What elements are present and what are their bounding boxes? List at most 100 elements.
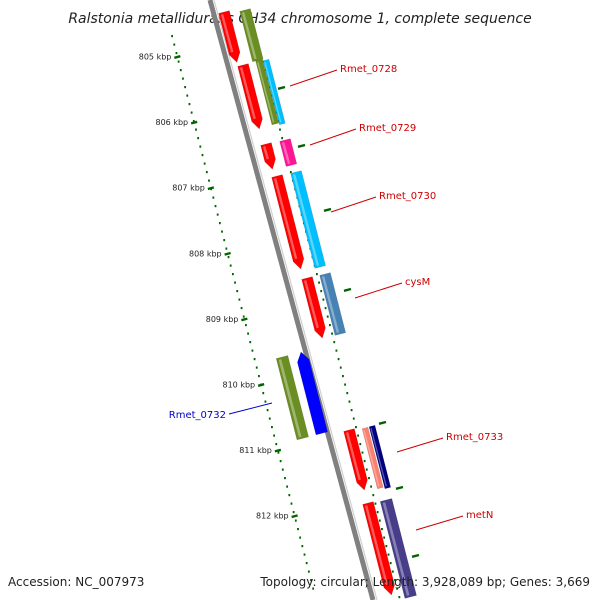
track-tick (297, 143, 306, 148)
track-dot (348, 400, 351, 403)
track-dot (359, 443, 362, 446)
gene-bar-steel-shine (321, 276, 340, 333)
track-dot (378, 519, 381, 522)
ruler-dot (299, 536, 302, 539)
ruler-dot (268, 417, 271, 420)
track-dot (315, 273, 318, 276)
ruler-dot (199, 145, 202, 148)
track-tick (277, 85, 286, 90)
track-dot (365, 468, 368, 471)
gene-bar-olive-shine (278, 359, 302, 438)
ruler-tick (207, 186, 215, 191)
gene-bar-navy-shine (370, 428, 387, 487)
ruler-tick-label: 809 kbp (206, 315, 239, 324)
gene-bar-cyan (290, 170, 326, 269)
ruler-tick (241, 317, 248, 322)
gene-label: Rmet_0729 (359, 123, 416, 134)
ruler-dot (253, 358, 256, 361)
ruler-dot (229, 264, 232, 267)
gene-bar-steel (319, 272, 347, 336)
track-dot (281, 137, 284, 140)
cds-arrow-shine (364, 505, 389, 586)
ruler-dot (288, 494, 291, 497)
label-leader (330, 196, 377, 213)
track-dot (337, 358, 340, 361)
ruler-tick (174, 55, 181, 59)
ruler-dot (255, 366, 258, 369)
gene-features (218, 8, 417, 599)
ruler-dot (218, 222, 221, 225)
ruler-dot (192, 120, 195, 123)
track-dot (391, 570, 394, 573)
gene-label: Rmet_0728 (340, 64, 397, 75)
ruler-dot (290, 502, 293, 505)
track-dot (368, 477, 370, 480)
backbone-line (207, 0, 376, 600)
cds-arrow-shine (239, 67, 256, 120)
gene-bar-cyan-shine (292, 174, 320, 266)
track-dot (289, 171, 292, 174)
gene-label: Rmet_0730 (379, 191, 436, 202)
gene-label: Rmet_0732 (169, 410, 226, 421)
ruler-dot (244, 324, 247, 327)
track-tick (411, 553, 420, 558)
gene-bar-olive (255, 58, 280, 126)
gene-labels: Rmet_0728 Rmet_0729 Rmet_0730 cysM Rmet_0733… (169, 64, 503, 531)
ruler-dot (240, 307, 243, 310)
track-dot (389, 562, 392, 565)
label-leader (396, 437, 444, 453)
ruler-dot (175, 52, 178, 55)
ruler-dot (284, 477, 286, 480)
accession-text: Accession: NC_007973 (8, 575, 144, 589)
ruler-dot (286, 485, 289, 488)
ruler-dot (312, 587, 315, 590)
track-dot (387, 553, 390, 556)
cds-arrow (362, 501, 395, 596)
ruler-dot (264, 400, 267, 403)
ruler-dot (225, 247, 228, 250)
backbone-edge (213, 0, 378, 600)
track-dot (333, 341, 336, 344)
gene-bar-magenta (279, 138, 298, 167)
ruler-dot (177, 60, 180, 63)
ruler-dot (249, 341, 252, 344)
ruler-dot (201, 154, 204, 157)
ruler-tick-label: 808 kbp (189, 249, 222, 258)
gene-bar-magenta-shine (281, 142, 291, 165)
ruler-dot (275, 443, 278, 446)
label-leader (228, 402, 273, 415)
cds-arrow (218, 10, 241, 63)
ruler-tick-label: 805 kbp (139, 53, 172, 62)
ruler-dot (279, 460, 282, 463)
ruler-dot (242, 315, 245, 318)
gene-bar-olive (239, 8, 264, 63)
gene-bar-navy (368, 424, 392, 490)
cds-arrow-shine (220, 14, 234, 53)
cds-arrow (260, 142, 276, 170)
ruler-dot (281, 468, 284, 471)
track-dot (383, 536, 386, 539)
ruler-tick-label: 806 kbp (156, 118, 189, 127)
track-dot (376, 511, 379, 514)
ruler-tick-label: 807 kbp (172, 184, 205, 193)
ruler-tick (291, 514, 298, 519)
ruler-dot (214, 205, 217, 208)
ruler-tick-label: 812 kbp (256, 512, 289, 521)
ruler-dot (184, 86, 187, 89)
gene-bar-olive (275, 355, 309, 441)
label-leader (289, 69, 338, 87)
ruler-tick-label: 810 kbp (223, 381, 256, 390)
gene-bar-slate (379, 498, 417, 599)
cds-arrow (301, 276, 326, 339)
track-dot (357, 434, 360, 437)
track-dot (394, 579, 396, 582)
track-dot (335, 349, 338, 352)
ruler-tick (224, 251, 231, 256)
track-dot (344, 383, 346, 386)
ruler-tick (257, 383, 265, 387)
track-dot (346, 392, 349, 395)
ruler-dot (212, 196, 215, 199)
ruler-dot (195, 128, 197, 131)
cds-arrow-shine (303, 280, 319, 329)
